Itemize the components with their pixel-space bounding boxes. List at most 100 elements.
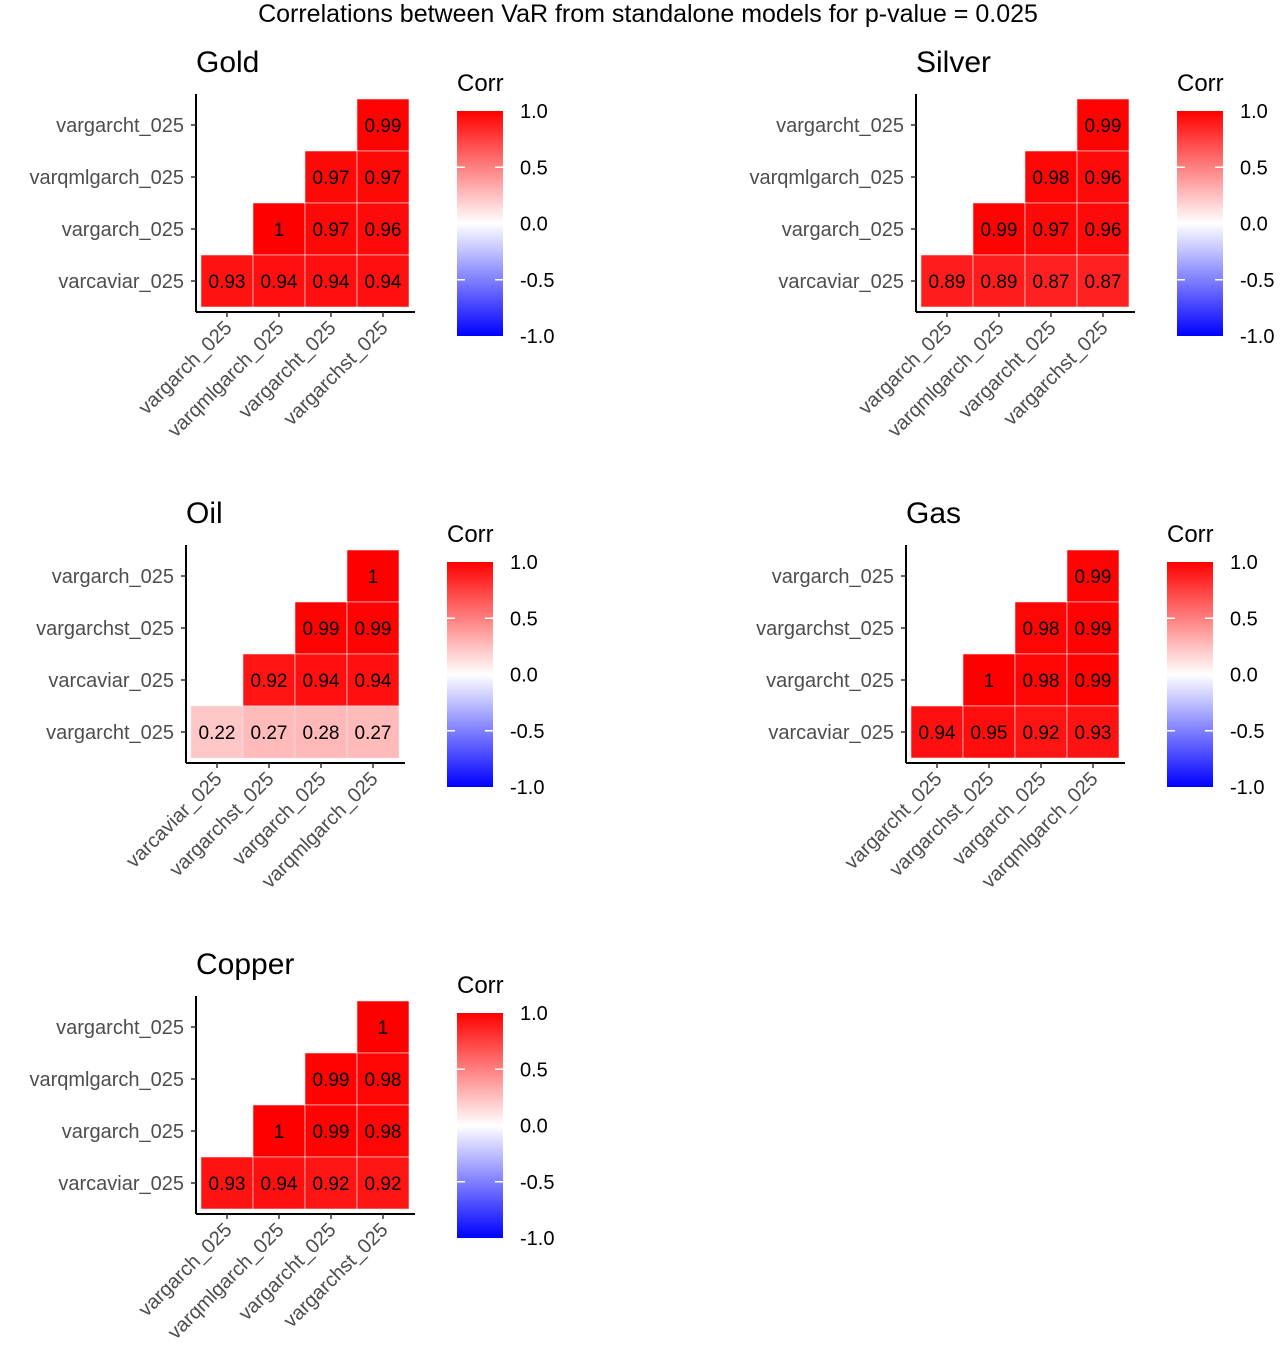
cell-label: 0.99 — [981, 220, 1018, 241]
legend-tick-label: -0.5 — [1240, 270, 1274, 292]
y-tick-label: vargarcht_025 — [776, 115, 904, 137]
cell-label: 0.98 — [365, 1070, 402, 1091]
cell-label: 0.94 — [261, 1174, 298, 1195]
heatmap-cell — [1076, 202, 1130, 256]
heatmap-cell — [356, 1000, 410, 1054]
heatmap-cell — [1066, 653, 1120, 707]
y-tick-label: vargarch_025 — [62, 1121, 184, 1143]
y-tick-label: vargarch_025 — [62, 219, 184, 241]
heatmap-cell — [242, 705, 296, 759]
heatmap-cell — [356, 150, 410, 204]
heatmap-cell — [1024, 202, 1078, 256]
heatmap-cell — [356, 1052, 410, 1106]
legend-title: Corr — [447, 521, 494, 548]
cell-label: 0.98 — [365, 1122, 402, 1143]
cell-label: 0.94 — [303, 671, 340, 692]
heatmap-cell — [346, 653, 400, 707]
cell-label: 0.96 — [1085, 168, 1122, 189]
heatmap-cell — [242, 653, 296, 707]
cell-label: 0.92 — [313, 1174, 350, 1195]
heatmap-cell — [1014, 705, 1068, 759]
heatmap-cell — [1076, 150, 1130, 204]
y-tick-label: varqmlgarch_025 — [749, 167, 904, 189]
legend-tick-label: 0.5 — [520, 157, 548, 179]
y-tick-label: varqmlgarch_025 — [29, 167, 184, 189]
cell-label: 0.99 — [313, 1122, 350, 1143]
cell-label: 0.99 — [303, 619, 340, 640]
cell-label: 0.97 — [365, 168, 402, 189]
cell-label: 0.95 — [971, 723, 1008, 744]
cell-label: 0.99 — [313, 1070, 350, 1091]
heatmap-cell — [304, 254, 358, 308]
cell-label: 0.97 — [313, 220, 350, 241]
panel-silver: Silver 0.99 0.98 0.96 0.99 0.97 0.96 0.89 0.89 0.… — [749, 46, 1274, 442]
heatmap-cell — [1014, 653, 1068, 707]
cell-label: 0.97 — [1033, 220, 1070, 241]
panel-title: Gas — [906, 497, 961, 530]
y-tick-label: varcaviar_025 — [58, 271, 184, 293]
legend-tick-label: 0.5 — [520, 1059, 548, 1081]
heatmap-cell — [346, 705, 400, 759]
heatmap-cell — [346, 549, 400, 603]
cell-label: 1 — [368, 567, 379, 588]
legend-tick-label: 0.5 — [1240, 157, 1268, 179]
legend-tick-label: -0.5 — [510, 721, 544, 743]
panel-gas: Gas 0.99 0.98 0.99 1 0.98 0.99 0.94 0.95 0.92 0.93… — [756, 497, 1264, 893]
y-tick-label: vargarch_025 — [52, 566, 174, 588]
heatmap-cell — [356, 1104, 410, 1158]
heatmap-cell — [972, 202, 1026, 256]
cell-label: 0.89 — [929, 272, 966, 293]
y-tick-label: vargarch_025 — [772, 566, 894, 588]
legend-tick-label: 1.0 — [1240, 101, 1268, 123]
legend-tick-label: 0.0 — [520, 1116, 548, 1138]
cell-label: 0.94 — [355, 671, 392, 692]
legend-title: Corr — [1167, 521, 1214, 548]
legend-tick-label: 0.0 — [520, 214, 548, 236]
legend-tick-label: -0.5 — [520, 270, 554, 292]
y-tick-label: vargarcht_025 — [766, 670, 894, 692]
cell-label: 1 — [274, 220, 285, 241]
cell-label: 0.96 — [365, 220, 402, 241]
heatmap-cell — [1014, 601, 1068, 655]
y-tick-label: varcaviar_025 — [58, 1173, 184, 1195]
heatmap-cell — [252, 202, 306, 256]
cell-label: 1 — [378, 1018, 389, 1039]
heatmap-cell — [252, 254, 306, 308]
legend-tick-label: 0.5 — [1230, 608, 1258, 630]
legend-title: Corr — [457, 972, 504, 999]
cell-label: 0.96 — [1085, 220, 1122, 241]
legend-tick-label: -1.0 — [520, 326, 554, 348]
y-tick-label: vargarcht_025 — [56, 115, 184, 137]
heatmap-cell — [920, 254, 974, 308]
cell-label: 0.22 — [199, 723, 236, 744]
figure-title: Correlations between VaR from standalone… — [258, 0, 1038, 28]
heatmap-cell — [356, 202, 410, 256]
cell-label: 0.93 — [209, 1174, 246, 1195]
legend-title: Corr — [457, 70, 504, 97]
panel-oil: Oil 1 0.99 0.99 0.92 0.94 0.94 0.22 0.27 0.28 0.27… — [36, 497, 544, 893]
legend-tick-label: 1.0 — [1230, 552, 1258, 574]
cell-label: 0.99 — [1075, 619, 1112, 640]
cell-label: 0.99 — [355, 619, 392, 640]
y-tick-label: vargarchst_025 — [756, 618, 894, 640]
cell-label: 0.94 — [919, 723, 956, 744]
heatmap-cell — [356, 98, 410, 152]
cell-label: 0.92 — [1023, 723, 1060, 744]
legend-tick-label: -1.0 — [1240, 326, 1274, 348]
legend-tick-label: -0.5 — [1230, 721, 1264, 743]
cell-label: 0.87 — [1033, 272, 1070, 293]
legend-tick-label: 1.0 — [520, 1003, 548, 1025]
legend-tick-label: -1.0 — [520, 1228, 554, 1250]
heatmap-cell — [304, 150, 358, 204]
panel-gold: Gold 0.99 0.97 0.97 1 0.97 0.96 0.93 0.94 0.94 0.9… — [29, 46, 554, 442]
y-tick-label: varqmlgarch_025 — [29, 1069, 184, 1091]
heatmap-cell — [294, 705, 348, 759]
heatmap-cell — [1076, 98, 1130, 152]
panel-title: Silver — [916, 46, 991, 79]
y-tick-label: vargarchst_025 — [36, 618, 174, 640]
panel-title: Copper — [196, 948, 294, 981]
heatmap-cell — [962, 705, 1016, 759]
cell-label: 0.99 — [365, 116, 402, 137]
heatmap-cell — [200, 254, 254, 308]
